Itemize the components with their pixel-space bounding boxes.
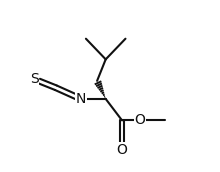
Text: O: O	[117, 143, 127, 157]
Text: O: O	[135, 113, 146, 127]
Text: N: N	[76, 92, 86, 106]
Text: S: S	[30, 72, 39, 86]
